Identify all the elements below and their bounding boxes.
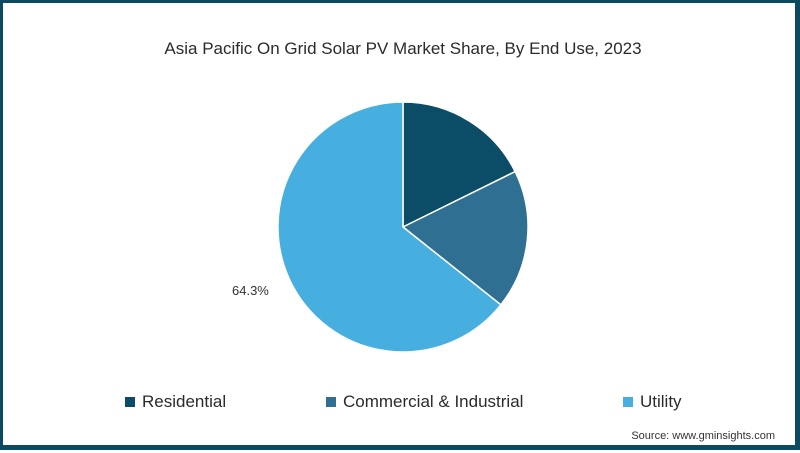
legend-item-commercial-industrial: Commercial & Industrial xyxy=(326,392,523,412)
pie-slice-utility xyxy=(277,101,502,353)
pie-slice-residential xyxy=(402,101,517,229)
pie-chart xyxy=(277,101,529,353)
legend-swatch-residential xyxy=(125,397,135,407)
chart-title: Asia Pacific On Grid Solar PV Market Sha… xyxy=(164,39,642,58)
legend-label-residential: Residential xyxy=(142,392,227,411)
legend-label-commercial-industrial: Commercial & Industrial xyxy=(343,392,524,411)
source-credit: Source: www.gminsights.com xyxy=(631,430,775,442)
legend-swatch-commercial-industrial xyxy=(326,397,336,407)
legend-swatch-utility xyxy=(623,397,633,407)
legend-label-utility: Utility xyxy=(640,392,682,411)
utility-percent-label: 64.3% xyxy=(232,283,269,298)
legend-item-utility: Utility xyxy=(623,392,682,412)
pie-slice-commercial-industrial xyxy=(401,170,529,306)
legend-item-residential: Residential xyxy=(125,392,226,412)
